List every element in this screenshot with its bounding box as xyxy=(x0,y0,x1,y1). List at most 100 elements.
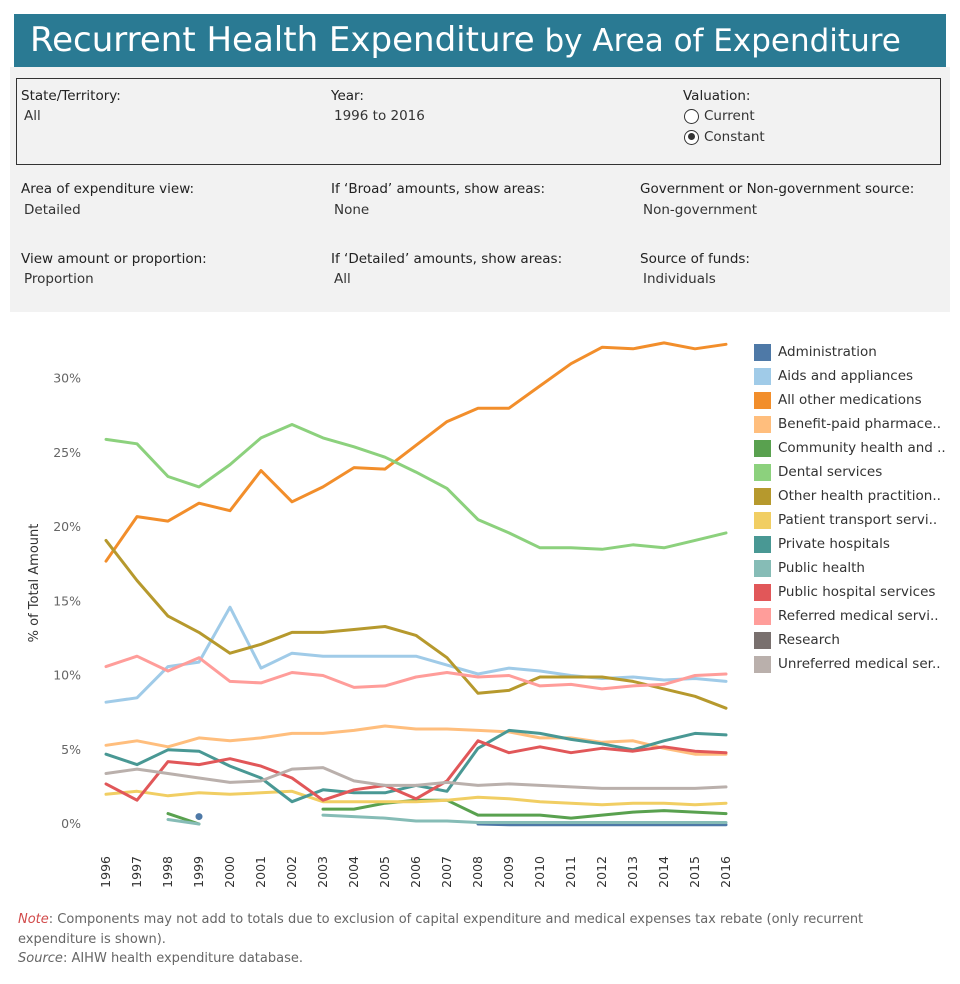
legend-item[interactable]: Benefit-paid pharmace.. xyxy=(754,412,950,436)
legend-item[interactable]: Unreferred medical ser.. xyxy=(754,652,950,676)
x-tick-label: 2013 xyxy=(625,856,640,888)
legend-swatch xyxy=(754,631,771,649)
legend-item[interactable]: Administration xyxy=(754,340,950,364)
legend-item[interactable]: Aids and appliances xyxy=(754,364,950,388)
series-line xyxy=(104,605,728,704)
legend-label: All other medications xyxy=(778,392,922,408)
radio-current[interactable] xyxy=(684,108,699,124)
valuation-option-constant[interactable]: Constant xyxy=(684,129,765,145)
x-tick-label: 2008 xyxy=(470,856,485,888)
x-tick-label: 1998 xyxy=(160,856,175,888)
year-select[interactable]: 1996 to 2016 xyxy=(334,108,425,124)
y-tick-label: 15% xyxy=(53,593,81,608)
x-tick-label: 2014 xyxy=(656,856,671,888)
series-line xyxy=(104,739,728,802)
x-tick-label: 2009 xyxy=(501,856,516,888)
broad-select[interactable]: None xyxy=(334,202,370,218)
filters-panel xyxy=(10,67,950,312)
state-select[interactable]: All xyxy=(24,108,41,124)
source-text: : AIHW health expenditure database. xyxy=(62,951,303,966)
legend-item[interactable]: Referred medical servi.. xyxy=(754,604,950,628)
x-tick-label: 2016 xyxy=(718,856,733,888)
series-line xyxy=(476,822,728,827)
legend-item[interactable]: Other health practition.. xyxy=(754,484,950,508)
x-tick-label: 2006 xyxy=(408,856,423,888)
x-tick-label: 2001 xyxy=(253,856,268,888)
gov-select[interactable]: Non-government xyxy=(643,202,758,218)
x-tick-label: 2011 xyxy=(563,856,578,888)
legend-label: Other health practition.. xyxy=(778,488,941,504)
source-label: Source xyxy=(18,951,63,966)
legend-item[interactable]: All other medications xyxy=(754,388,950,412)
legend-label: Public hospital services xyxy=(778,584,936,600)
legend-item[interactable]: Dental services xyxy=(754,460,950,484)
legend-swatch xyxy=(754,607,771,625)
series-line xyxy=(104,341,728,563)
legend-label: Public health xyxy=(778,560,865,576)
area-view-select[interactable]: Detailed xyxy=(24,202,81,218)
state-label: State/Territory: xyxy=(21,88,121,104)
footer-source: Source: AIHW health expenditure database… xyxy=(18,951,303,966)
radio-constant[interactable] xyxy=(684,129,699,145)
x-tick-label: 1999 xyxy=(191,856,206,888)
legend-item[interactable]: Research xyxy=(754,628,950,652)
legend-label: Unreferred medical ser.. xyxy=(778,656,941,672)
legend-swatch xyxy=(754,439,771,457)
valuation-option-current[interactable]: Current xyxy=(684,108,755,124)
x-tick-label: 2015 xyxy=(687,856,702,888)
x-tick-label: 1996 xyxy=(98,856,113,888)
series-line xyxy=(321,798,728,820)
series-line xyxy=(104,538,728,710)
legend-label: Benefit-paid pharmace.. xyxy=(778,416,941,432)
legend-item[interactable]: Public health xyxy=(754,556,950,580)
legend-item[interactable]: Public hospital services xyxy=(754,580,950,604)
x-tick-label: 2005 xyxy=(377,856,392,888)
legend-swatch xyxy=(754,559,771,577)
x-tick-label: 2002 xyxy=(284,856,299,888)
series-line xyxy=(166,818,201,826)
legend-item[interactable]: Private hospitals xyxy=(754,532,950,556)
legend-swatch xyxy=(754,487,771,505)
legend-label: Private hospitals xyxy=(778,536,890,552)
legend-swatch xyxy=(754,367,771,385)
series-line xyxy=(104,789,728,807)
valuation-label: Valuation: xyxy=(683,88,751,104)
broad-label: If ‘Broad’ amounts, show areas: xyxy=(331,181,546,197)
legend-item[interactable]: Community health and .. xyxy=(754,436,950,460)
source-funds-label: Source of funds: xyxy=(640,251,750,267)
y-axis-label: % of Total Amount xyxy=(27,524,42,643)
y-tick-label: 10% xyxy=(53,668,81,683)
y-tick-label: 20% xyxy=(53,519,81,534)
title-main: Recurrent Health Expenditure xyxy=(30,20,535,60)
legend-label: Dental services xyxy=(778,464,883,480)
radio-current-label: Current xyxy=(704,108,755,124)
area-view-label: Area of expenditure view: xyxy=(21,181,195,197)
page-title: Recurrent Health Expenditure by Area of … xyxy=(30,20,901,60)
legend-swatch xyxy=(754,343,771,361)
series-line xyxy=(104,766,728,790)
legend-swatch xyxy=(754,511,771,529)
series-line xyxy=(321,813,728,824)
amount-select[interactable]: Proportion xyxy=(24,271,94,287)
x-tick-label: 2012 xyxy=(594,856,609,888)
series-point xyxy=(195,813,203,821)
series-line xyxy=(166,812,201,826)
top-filter-box xyxy=(16,78,941,165)
legend-label: Referred medical servi.. xyxy=(778,608,939,624)
legend-swatch xyxy=(754,535,771,553)
legend-label: Aids and appliances xyxy=(778,368,914,384)
radio-constant-label: Constant xyxy=(704,129,765,145)
legend-swatch xyxy=(754,415,771,433)
series-line xyxy=(104,654,728,691)
series-line xyxy=(104,728,728,804)
source-funds-select[interactable]: Individuals xyxy=(643,271,716,287)
legend-label: Patient transport servi.. xyxy=(778,512,938,528)
title-sub: by Area of Expenditure xyxy=(534,23,901,59)
footer-note: Note: Components may not add to totals d… xyxy=(18,910,918,950)
x-tick-label: 2000 xyxy=(222,856,237,888)
y-tick-label: 0% xyxy=(61,816,81,831)
detailed-select[interactable]: All xyxy=(334,271,351,287)
y-tick-label: 25% xyxy=(53,445,81,460)
legend-item[interactable]: Patient transport servi.. xyxy=(754,508,950,532)
legend-swatch xyxy=(754,655,771,673)
